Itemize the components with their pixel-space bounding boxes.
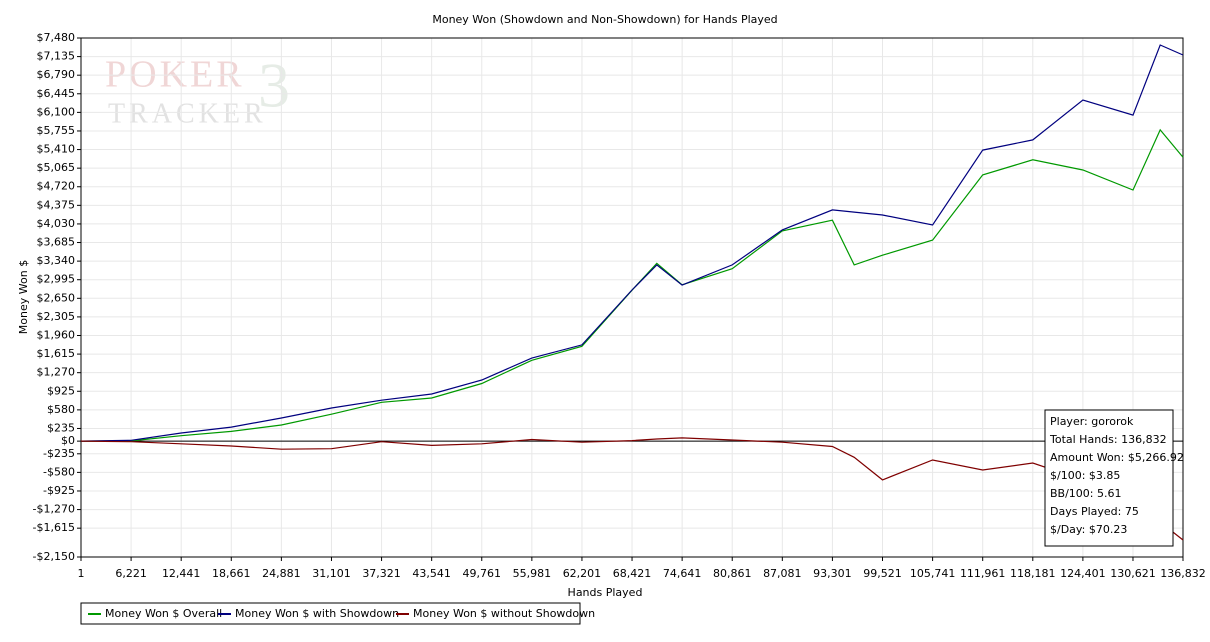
- y-tick-label: $925: [47, 384, 75, 397]
- x-tick-label: 124,401: [1060, 567, 1106, 580]
- series-line: [80, 128, 1184, 442]
- y-tick-label: $2,995: [37, 273, 76, 286]
- y-tick-label: -$580: [43, 465, 75, 478]
- y-tick-label: $2,650: [37, 291, 76, 304]
- legend-label: Money Won $ without Showdown: [413, 607, 595, 620]
- y-tick-label: $235: [47, 421, 75, 434]
- y-tick-label: $3,340: [37, 254, 76, 267]
- x-tick-label: 31,101: [312, 567, 351, 580]
- x-tick-label: 130,621: [1110, 567, 1156, 580]
- y-tick-label: $1,960: [37, 328, 76, 341]
- info-line: Total Hands: 136,832: [1049, 433, 1167, 446]
- x-tick-label: 37,321: [362, 567, 401, 580]
- y-tick-label: $7,480: [37, 31, 76, 44]
- info-line: Amount Won: $5,266.92: [1050, 451, 1184, 464]
- y-tick-label: $580: [47, 403, 75, 416]
- series-line: [80, 44, 1184, 442]
- watermark: TRACKER: [108, 98, 267, 129]
- y-tick-label: $1,615: [37, 347, 76, 360]
- info-line: Days Played: 75: [1050, 505, 1139, 518]
- x-tick-label: 99,521: [863, 567, 902, 580]
- y-tick-label: $3,685: [37, 236, 76, 249]
- x-tick-label: 136,832: [1160, 567, 1206, 580]
- y-tick-label: -$925: [43, 484, 75, 497]
- info-line: $/Day: $70.23: [1050, 523, 1127, 536]
- x-tick-label: 24,881: [262, 567, 301, 580]
- info-line: BB/100: 5.61: [1050, 487, 1122, 500]
- info-line: $/100: $3.85: [1050, 469, 1120, 482]
- x-tick-label: 68,421: [613, 567, 652, 580]
- x-tick-label: 49,761: [463, 567, 502, 580]
- x-tick-label: 111,961: [960, 567, 1006, 580]
- y-tick-label: -$235: [43, 447, 75, 460]
- legend-frame: [80, 602, 581, 625]
- y-tick-label: $1,270: [37, 366, 76, 379]
- y-tick-label: $5,755: [37, 124, 76, 137]
- info-box-frame: [1044, 409, 1174, 547]
- x-tick-label: 43,541: [412, 567, 451, 580]
- x-axis-label: Hands Played: [568, 586, 643, 599]
- y-tick-label: -$2,150: [33, 550, 75, 563]
- y-tick-label: -$1,615: [33, 521, 75, 534]
- y-tick-label: $4,720: [37, 180, 76, 193]
- x-tick-label: 87,081: [763, 567, 802, 580]
- x-tick-label: 105,741: [910, 567, 956, 580]
- y-tick-label: $7,135: [37, 50, 76, 63]
- y-tick-label: $2,305: [37, 310, 76, 323]
- x-tick-label: 80,861: [713, 567, 752, 580]
- x-tick-label: 1: [78, 567, 85, 580]
- y-tick-label: $5,410: [37, 143, 76, 156]
- series-line: [80, 437, 1184, 541]
- watermark: 3: [258, 50, 290, 121]
- x-tick-label: 55,981: [513, 567, 552, 580]
- y-tick-label: $4,030: [37, 217, 76, 230]
- y-tick-label: $4,375: [37, 198, 76, 211]
- x-tick-label: 118,181: [1010, 567, 1056, 580]
- y-tick-label: $6,790: [37, 68, 76, 81]
- y-tick-label: -$1,270: [33, 503, 75, 516]
- legend-label: Money Won $ with Showdown: [235, 607, 399, 620]
- x-tick-label: 12,441: [162, 567, 201, 580]
- info-box: Player: gororok Total Hands: 136,832 Amoun…: [1044, 409, 1184, 547]
- plot-border: [80, 37, 1184, 558]
- x-tick-label: 93,301: [813, 567, 852, 580]
- chart-title: Money Won (Showdown and Non-Showdown) fo…: [432, 13, 777, 26]
- y-tick-label: $5,065: [37, 161, 76, 174]
- y-axis-label: Money Won $: [17, 260, 30, 334]
- y-tick-label: $6,445: [37, 87, 76, 100]
- info-line: Player: gororok: [1050, 415, 1134, 428]
- y-tick-label: $6,100: [37, 105, 76, 118]
- x-tick-label: 6,221: [115, 567, 147, 580]
- legend-label: Money Won $ Overall: [105, 607, 222, 620]
- x-tick-label: 74,641: [663, 567, 702, 580]
- x-tick-label: 18,661: [212, 567, 251, 580]
- y-tick-label: $0: [61, 434, 75, 447]
- x-tick-label: 62,201: [563, 567, 602, 580]
- legend: Money Won $ Overall Money Won $ with Show…: [80, 602, 595, 625]
